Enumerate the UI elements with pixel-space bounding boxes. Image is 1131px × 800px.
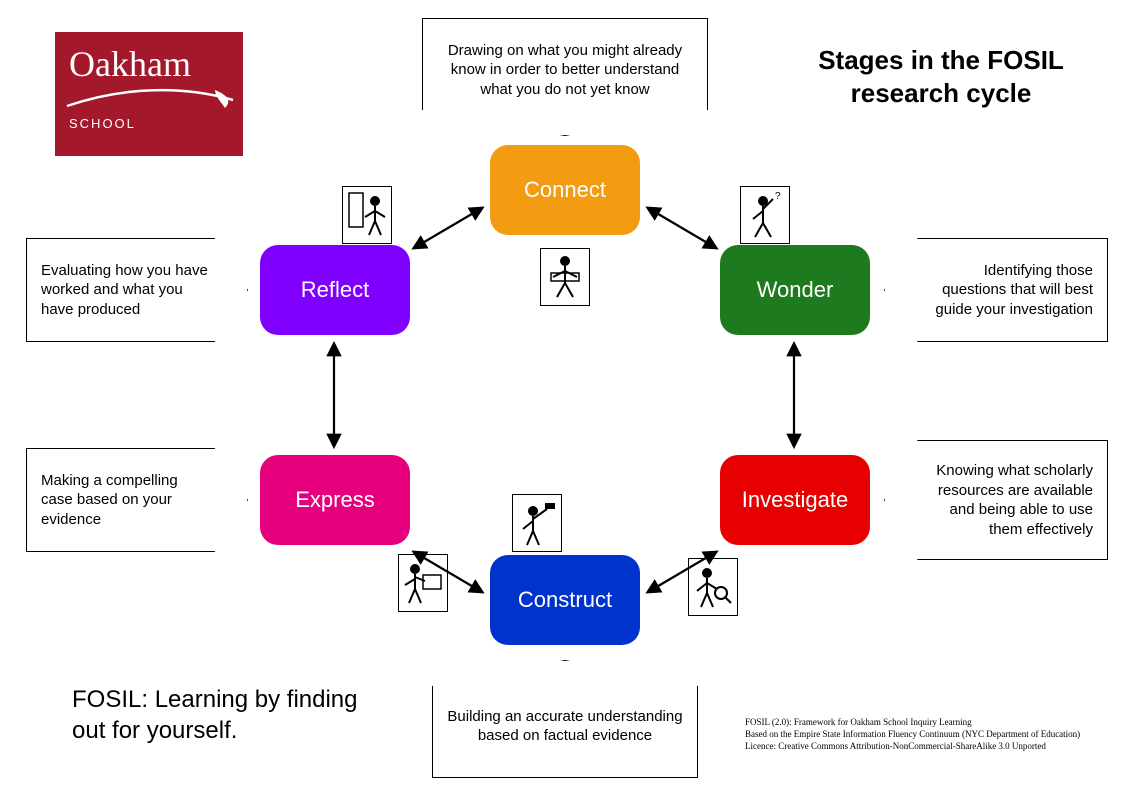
- school-logo: Oakham SCHOOL: [55, 32, 243, 156]
- callout-construct: Building an accurate understanding based…: [432, 660, 698, 778]
- stage-reflect: Reflect: [260, 245, 410, 335]
- stage-label: Connect: [524, 177, 606, 203]
- person-mirror-icon: [342, 186, 392, 244]
- callout-wonder: Identifying those questions that will be…: [884, 238, 1108, 342]
- callout-express: Making a compelling case based on your e…: [26, 448, 248, 552]
- logo-line1: Oakham: [69, 46, 231, 82]
- arrow-connect-wonder: [648, 208, 716, 248]
- stage-express: Express: [260, 455, 410, 545]
- stage-label: Construct: [518, 587, 612, 613]
- stage-label: Wonder: [757, 277, 834, 303]
- callout-reflect: Evaluating how you have worked and what …: [26, 238, 248, 342]
- stage-connect: Connect: [490, 145, 640, 235]
- credits-line: Based on the Empire State Information Fl…: [745, 728, 1105, 740]
- callout-text: Drawing on what you might already know i…: [437, 41, 693, 100]
- person-reading-icon: [540, 248, 590, 306]
- credits-line: Licence: Creative Commons Attribution-No…: [745, 740, 1105, 752]
- stage-label: Reflect: [301, 277, 369, 303]
- credits: FOSIL (2.0): Framework for Oakham School…: [745, 716, 1105, 752]
- stage-label: Investigate: [742, 487, 848, 513]
- callout-investigate: Knowing what scholarly resources are ava…: [884, 440, 1108, 560]
- callout-text: Identifying those questions that will be…: [919, 261, 1093, 320]
- person-present-icon: [398, 554, 448, 612]
- callout-connect: Drawing on what you might already know i…: [422, 18, 708, 136]
- callout-text: Building an accurate understanding based…: [447, 707, 683, 746]
- person-hammer-icon: [512, 494, 562, 552]
- callout-text: Knowing what scholarly resources are ava…: [919, 461, 1093, 539]
- callout-text: Evaluating how you have worked and what …: [41, 261, 213, 320]
- page-title: Stages in the FOSIL research cycle: [791, 44, 1091, 109]
- arrow-reflect-connect: [414, 208, 482, 248]
- stage-investigate: Investigate: [720, 455, 870, 545]
- svg-text:?: ?: [775, 191, 781, 202]
- callout-text: Making a compelling case based on your e…: [41, 471, 213, 530]
- logo-swoosh-icon: [65, 80, 235, 120]
- tagline: FOSIL: Learning by finding out for yours…: [72, 684, 392, 746]
- stage-label: Express: [295, 487, 374, 513]
- person-thinking-icon: ?: [740, 186, 790, 244]
- credits-line: FOSIL (2.0): Framework for Oakham School…: [745, 716, 1105, 728]
- stage-wonder: Wonder: [720, 245, 870, 335]
- stage-construct: Construct: [490, 555, 640, 645]
- person-magnifier-icon: [688, 558, 738, 616]
